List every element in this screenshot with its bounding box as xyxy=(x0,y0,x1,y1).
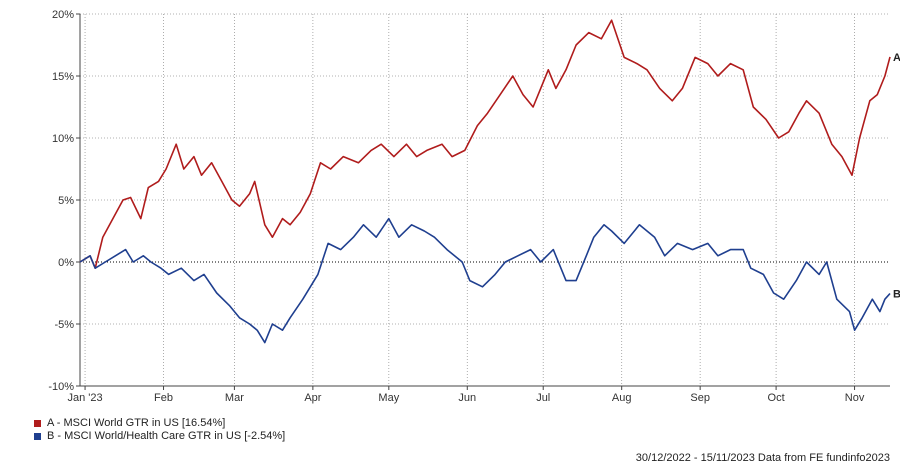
x-tick-label: Apr xyxy=(304,392,321,404)
y-tick-label: -5% xyxy=(54,319,74,331)
x-tick-label: Aug xyxy=(612,392,632,404)
legend-swatch-b xyxy=(34,433,41,440)
legend-label-a: A - MSCI World GTR in US [16.54%] xyxy=(47,417,226,429)
chart-legend: A - MSCI World GTR in US [16.54%] B - MS… xyxy=(34,417,285,443)
data-source-footer: 30/12/2022 - 15/11/2023 Data from FE fun… xyxy=(635,452,890,464)
series-line-a xyxy=(79,19,891,269)
y-tick-label: 15% xyxy=(52,71,74,83)
performance-chart: 20% 15% 10% 5% 0% -5% -10%Jan '23 Feb Mar Apr May J… xyxy=(48,9,900,404)
x-tick-label: May xyxy=(378,392,399,404)
x-tick-label: Feb xyxy=(154,392,173,404)
x-tick-label: Mar xyxy=(225,392,244,404)
x-tick-label: Jan '23 xyxy=(67,392,102,404)
chart-labels: AB xyxy=(893,52,900,301)
legend-item-a: A - MSCI World GTR in US [16.54%] xyxy=(34,417,285,430)
chart-series xyxy=(79,19,891,344)
series-end-label-a: A xyxy=(893,52,900,64)
y-tick-label: 5% xyxy=(58,195,74,207)
x-tick-label: Jun xyxy=(458,392,476,404)
series-end-label-b: B xyxy=(893,288,900,300)
y-tick-label: 0% xyxy=(58,257,74,269)
chart-grid xyxy=(80,13,890,387)
legend-swatch-a xyxy=(34,420,41,427)
y-tick-label: 20% xyxy=(52,9,74,21)
x-tick-label: Oct xyxy=(768,392,785,404)
x-tick-label: Sep xyxy=(690,392,710,404)
y-tick-label: -10% xyxy=(48,381,74,393)
x-tick-label: Nov xyxy=(845,392,865,404)
legend-label-b: B - MSCI World/Health Care GTR in US [-2… xyxy=(47,430,286,442)
chart-axes: 20% 15% 10% 5% 0% -5% -10%Jan '23 Feb Mar Apr May J… xyxy=(48,9,890,404)
legend-item-b: B - MSCI World/Health Care GTR in US [-2… xyxy=(34,430,285,443)
series-line-b xyxy=(79,217,891,344)
y-tick-label: 10% xyxy=(52,133,74,145)
x-tick-label: Jul xyxy=(536,392,550,404)
